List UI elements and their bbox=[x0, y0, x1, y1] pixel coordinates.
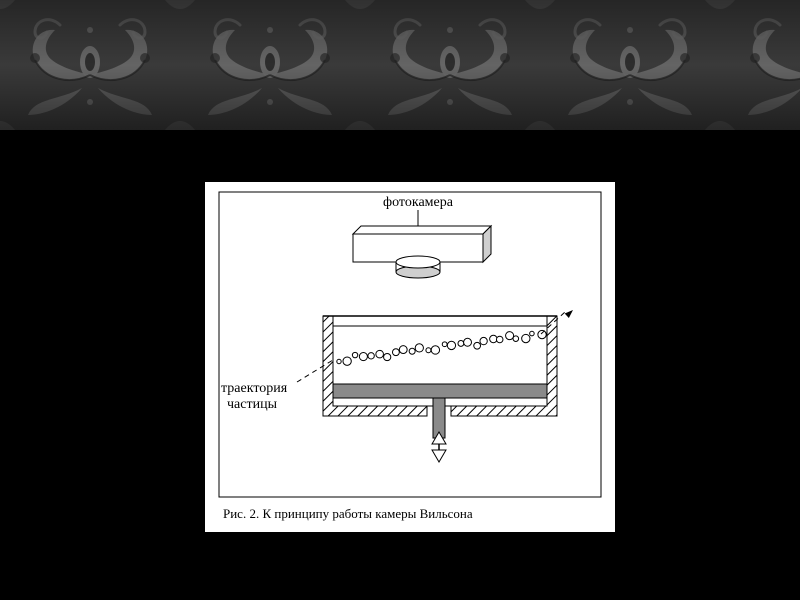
trajectory-label-1: траектория bbox=[221, 381, 288, 396]
camera-label: фотокамера bbox=[383, 195, 454, 210]
damask-pattern bbox=[0, 0, 800, 130]
figure-card: фотокамера траекториячастицы Рис. 2. К пр… bbox=[205, 182, 615, 532]
figure-caption: Рис. 2. К принципу работы камеры Вильсон… bbox=[223, 506, 473, 522]
slide: фотокамера траекториячастицы Рис. 2. К пр… bbox=[0, 0, 800, 600]
wilson-chamber-diagram: фотокамера траекториячастицы bbox=[205, 182, 615, 532]
trajectory-label-2: частицы bbox=[227, 397, 278, 412]
decorative-banner bbox=[0, 0, 800, 130]
